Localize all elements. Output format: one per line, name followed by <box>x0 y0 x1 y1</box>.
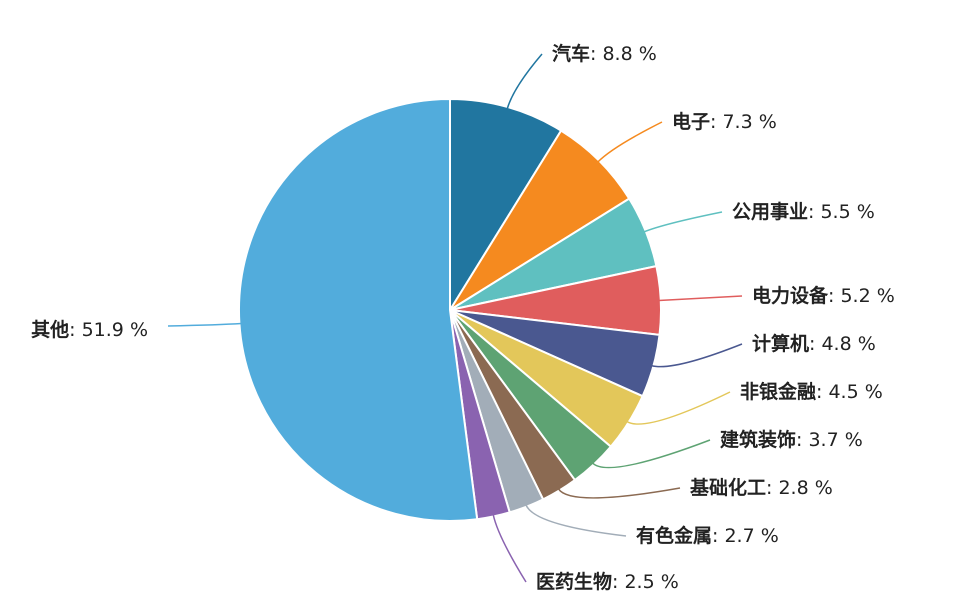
leader-line <box>591 439 711 469</box>
slice-label: 非银金融: 4.5 % <box>740 380 883 403</box>
leader-line <box>651 343 743 368</box>
leader-line <box>506 53 543 110</box>
slice-label-value: 5.5 % <box>820 201 874 223</box>
leader-lines <box>167 53 743 583</box>
leader-line <box>597 121 663 163</box>
slice-label: 汽车: 8.8 % <box>552 42 657 65</box>
slice-label-value: 5.2 % <box>840 285 894 307</box>
slice-labels: 汽车: 8.8 % 电子: 7.3 % 公用事业: 5.5 % 电力设备: 5.2 %… <box>31 42 895 593</box>
slice-label-value: 7.3 % <box>722 111 776 133</box>
slice-label-value: 8.8 % <box>602 43 656 65</box>
slice-label: 基础化工: 2.8 % <box>689 476 833 499</box>
slice-label-value: 4.8 % <box>821 333 875 355</box>
slice-label: 电子: 7.3 % <box>672 110 777 133</box>
leader-line <box>492 514 527 583</box>
slice-label-name: 非银金融 <box>740 380 816 403</box>
slice-label: 电力设备: 5.2 % <box>752 284 895 307</box>
slice-label-name: 建筑装饰 <box>720 428 796 451</box>
slice-label-name: 医药生物 <box>536 570 612 593</box>
slice-label-value: 3.7 % <box>808 429 862 451</box>
slice-label-value: 2.7 % <box>724 525 778 547</box>
slice-label-name: 公用事业 <box>732 200 808 223</box>
slice-label-name: 电力设备 <box>752 284 829 307</box>
slice-label: 公用事业: 5.5 % <box>732 200 875 223</box>
slice-label-name: 计算机 <box>752 332 809 355</box>
leader-line <box>658 295 743 302</box>
slice-label: 医药生物: 2.5 % <box>536 570 679 593</box>
slice-label-name: 其他 <box>31 318 69 341</box>
slice-label-name: 基础化工 <box>689 476 766 499</box>
slice-label: 建筑装饰: 3.7 % <box>720 428 863 451</box>
slice-label: 计算机: 4.8 % <box>752 332 876 355</box>
slice-label-value: 2.5 % <box>624 571 678 593</box>
slice-label: 有色金属: 2.7 % <box>636 524 779 547</box>
slice-label-value: 4.5 % <box>828 381 882 403</box>
leader-line <box>525 504 627 537</box>
slice-label-name: 电子 <box>672 110 710 133</box>
slice-label-name: 有色金属 <box>636 524 712 547</box>
pie-slice <box>237 97 479 522</box>
slice-label-value: 51.9 % <box>82 319 148 341</box>
leader-line <box>643 211 723 233</box>
pie-slices <box>237 97 662 522</box>
leader-line <box>557 487 681 499</box>
slice-label: 其他: 51.9 % <box>31 318 148 341</box>
leader-line <box>167 322 242 327</box>
leader-line <box>626 391 731 425</box>
slice-label-value: 2.8 % <box>778 477 832 499</box>
slice-label-name: 汽车 <box>552 42 590 65</box>
